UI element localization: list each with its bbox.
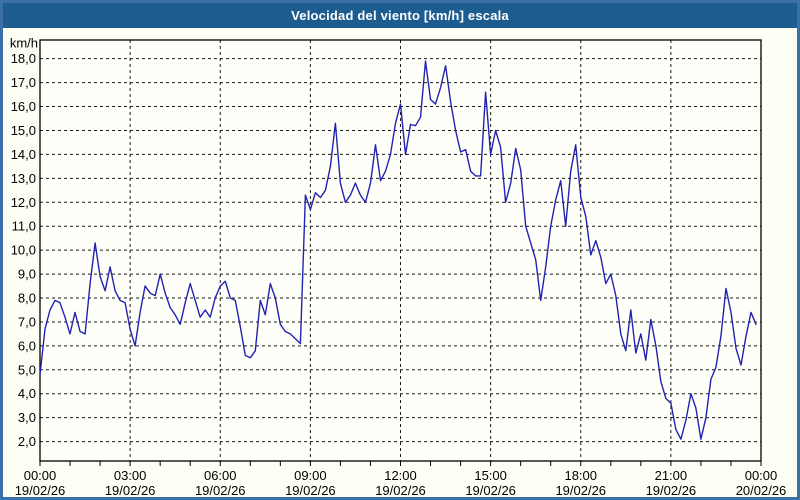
x-time-label: 21:00 bbox=[655, 468, 688, 483]
chart-area: km/h 18,0 17,0 16,0 15,0 14,0 13,0 12,0 11,0 10,0… bbox=[3, 3, 797, 497]
x-date-label: 19/02/26 bbox=[646, 483, 697, 497]
x-time-label: 00:00 bbox=[24, 468, 57, 483]
y-tick-label: 7,0 bbox=[18, 314, 36, 329]
x-time-label: 09:00 bbox=[294, 468, 327, 483]
y-tick-label: 14,0 bbox=[11, 147, 36, 162]
x-date-label: 19/02/26 bbox=[195, 483, 246, 497]
y-tick-label: 12,0 bbox=[11, 195, 36, 210]
y-tick-label: 11,0 bbox=[12, 219, 36, 234]
y-tick-label: 3,0 bbox=[18, 410, 36, 425]
plot-frame bbox=[39, 39, 762, 462]
x-date-label: 19/02/26 bbox=[375, 483, 426, 497]
x-time-label: 03:00 bbox=[114, 468, 147, 483]
y-tick-label: 13,0 bbox=[11, 171, 36, 186]
y-tick-label: 5,0 bbox=[18, 362, 36, 377]
x-time-label: 15:00 bbox=[474, 468, 507, 483]
y-tick-label: 2,0 bbox=[18, 434, 36, 449]
y-tick-label: 8,0 bbox=[18, 291, 36, 306]
x-time-label: 00:00 bbox=[745, 468, 778, 483]
y-tick-label: 16,0 bbox=[11, 99, 36, 114]
x-date-label: 20/02/26 bbox=[736, 483, 787, 497]
y-tick-label: 18,0 bbox=[11, 51, 36, 66]
y-tick-label: 9,0 bbox=[18, 267, 36, 282]
chart-title-bar: Velocidad del viento [km/h] escala bbox=[3, 3, 797, 28]
y-tick-label: 6,0 bbox=[18, 338, 36, 353]
x-date-label: 19/02/26 bbox=[555, 483, 606, 497]
y-tick-label: 10,0 bbox=[11, 243, 36, 258]
y-tick-label: 17,0 bbox=[11, 75, 36, 90]
y-tick-label: 4,0 bbox=[18, 386, 36, 401]
x-date-label: 19/02/26 bbox=[15, 483, 66, 497]
chart-title: Velocidad del viento [km/h] escala bbox=[291, 8, 509, 23]
wind-speed-line bbox=[39, 60, 757, 440]
wind-speed-line-chart: km/h18,0 17,0 16,0 15,0 14,0 13,0 12,0 11,0 10,0… bbox=[10, 36, 787, 497]
x-time-label: 18:00 bbox=[564, 468, 597, 483]
x-date-label: 19/02/26 bbox=[465, 483, 516, 497]
y-tick-label: 15,0 bbox=[11, 123, 36, 138]
x-time-label: 06:00 bbox=[204, 468, 237, 483]
x-date-label: 19/02/26 bbox=[105, 483, 156, 497]
x-date-label: 19/02/26 bbox=[285, 483, 336, 497]
x-time-label: 12:00 bbox=[384, 468, 417, 483]
y-unit-label: km/h bbox=[10, 36, 38, 51]
